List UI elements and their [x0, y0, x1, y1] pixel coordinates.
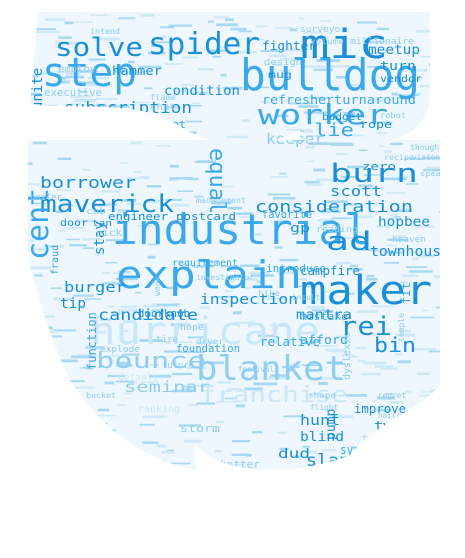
word-vision: vision [412, 153, 440, 162]
word-solve: solve [55, 33, 143, 63]
word-hike: hike [258, 289, 280, 298]
word-pump: pump [324, 409, 339, 440]
word-employ: employ [58, 65, 97, 75]
word-explode: explode [100, 345, 140, 355]
word-recipe: recipe [384, 153, 414, 162]
word-bin: bin [374, 333, 416, 357]
word-storm: storm [180, 422, 220, 435]
word-kicker: kicker [140, 132, 180, 143]
word-postcard: postcard [176, 210, 236, 223]
word-burger: burger [64, 280, 126, 296]
word-intend: intend [90, 27, 120, 36]
word-investigator: investigator [196, 273, 254, 282]
word-tip: tip [60, 296, 86, 312]
word-heaven: heaven [392, 235, 426, 245]
word-future: future [162, 361, 194, 371]
word-management: management [196, 196, 246, 205]
word-two: two [374, 419, 402, 433]
word-fit: fit [399, 282, 413, 304]
word-keeper: keeper [266, 130, 324, 148]
word-vendor: vendor [380, 74, 422, 85]
word-design: design [264, 58, 302, 68]
word-quadrant: quadrant [130, 118, 186, 131]
word-engineer: engineer [108, 210, 168, 223]
word-tire: tire [156, 335, 178, 345]
word-ankle: ankle [296, 473, 326, 483]
word-fighter: fighter [262, 39, 316, 53]
word-budget: budget [322, 112, 362, 123]
word-dyslexic: dyslexic [342, 332, 353, 380]
word-townhouse: townhouse [370, 244, 450, 260]
word-bucket: bucket [86, 391, 116, 400]
word-frustration: frustration [362, 434, 410, 442]
word-festival: festival [238, 365, 274, 374]
word-cub: cub [86, 207, 106, 217]
word-syndicate: syndicate [340, 443, 400, 457]
word-introduce: introduce [266, 262, 326, 275]
word-flame: flame [150, 93, 176, 102]
word-spider: spider [148, 27, 260, 62]
word-regret: regret [378, 391, 406, 400]
word-week: week [153, 277, 162, 296]
word-dryer: dryer [196, 337, 224, 346]
word-fraud: fraud [50, 245, 61, 275]
word-scott: scott [330, 184, 382, 200]
word-chat: chat [150, 103, 176, 113]
word-function: function [85, 312, 99, 370]
word-doorknob: doorknob [138, 307, 190, 320]
word-turnaround: turnaround [334, 93, 416, 107]
word-hammer: hammer [112, 64, 162, 78]
word-flight: flight [310, 403, 338, 412]
word-speak: speak [420, 170, 447, 178]
word-door: door [60, 218, 88, 229]
word-shape: shape [308, 391, 336, 400]
word-inspection: inspection [200, 292, 298, 308]
word-default: default [118, 373, 158, 383]
word-refresher: refresher [262, 93, 334, 107]
word-surveyor: surveyor [300, 25, 347, 35]
word-gp: gp [290, 221, 310, 235]
word-volume: volume [310, 37, 344, 46]
word-boiler: boiler [30, 193, 63, 203]
word-reading: reading [316, 225, 358, 235]
word-robot: robot [380, 111, 406, 120]
word-millionaire: millionaire [350, 37, 414, 47]
word-turn: turn [380, 59, 416, 73]
word-insult: insult [292, 293, 320, 302]
word-requirement: requirement [172, 258, 238, 269]
word-thought: thought [410, 143, 444, 152]
word-favorite: favorite [262, 208, 312, 221]
word-hopbee: hopbee [378, 215, 430, 230]
word-afford: afford [300, 333, 348, 347]
word-temple: temple [397, 313, 406, 342]
word-hope: hope [180, 323, 204, 333]
word-mug: mug [268, 70, 292, 81]
word-nick: nick [96, 228, 122, 239]
word-better: better [220, 458, 260, 471]
word-executive: executive [44, 86, 102, 99]
word-haircut: haircut [378, 411, 410, 420]
word-mistake: mistake [300, 310, 348, 323]
word-ranking: ranking [138, 404, 180, 415]
